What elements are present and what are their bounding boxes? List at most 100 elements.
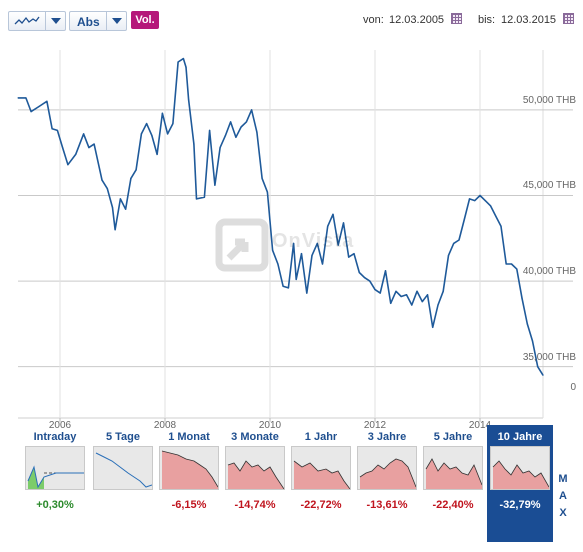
period-tab-10-jahre[interactable]: 10 Jahre -32,79% — [487, 425, 553, 542]
price-point — [17, 97, 19, 99]
chart-type-button[interactable] — [8, 11, 66, 31]
scale-dropdown[interactable] — [106, 12, 126, 30]
period-change: -14,74% — [234, 499, 276, 511]
price-point — [479, 194, 481, 197]
price-point — [135, 169, 137, 171]
price-point — [369, 280, 371, 282]
price-chart: OnVista 50,000 THB 45,000 THB 40,000 THB 35… — [0, 40, 583, 431]
period-label: 3 Jahre — [367, 431, 407, 443]
period-tab-1-monat[interactable]: 1 Monat -6,15% — [156, 425, 222, 539]
period-tab-5-jahre[interactable]: 5 Jahre -22,40% — [420, 425, 486, 539]
price-point — [442, 290, 444, 292]
price-point — [374, 289, 376, 291]
price-point — [300, 253, 303, 255]
to-label: bis: — [478, 14, 496, 26]
price-point — [167, 133, 169, 135]
price-point — [146, 123, 148, 125]
price-point — [67, 164, 69, 166]
price-point — [468, 198, 471, 200]
calendar-icon[interactable] — [563, 13, 574, 24]
price-point — [30, 111, 32, 113]
price-point — [416, 290, 418, 292]
y-tick-label: 0 — [570, 382, 576, 393]
x-tick-label: 2014 — [468, 420, 492, 431]
max-letter: A — [559, 490, 567, 502]
onvista-logo-icon — [215, 218, 269, 277]
price-point — [390, 302, 392, 304]
period-label: 3 Monate — [231, 431, 279, 443]
price-point — [505, 263, 507, 265]
period-change: -6,15% — [171, 499, 207, 511]
price-point — [293, 242, 295, 245]
price-point — [484, 200, 486, 202]
to-date[interactable]: 12.03.2015 — [501, 14, 557, 26]
price-point — [182, 57, 184, 60]
price-point — [474, 200, 476, 202]
price-point — [306, 292, 308, 294]
price-point — [46, 100, 48, 102]
price-point — [161, 112, 163, 114]
price-point — [185, 66, 187, 68]
price-point — [526, 323, 528, 325]
period-tab-1-jahr[interactable]: 1 Jahr -22,72% — [288, 425, 354, 539]
x-tick-label: 2012 — [363, 420, 387, 431]
price-point — [156, 153, 158, 156]
price-point — [421, 301, 423, 303]
volume-button[interactable]: Vol. — [131, 11, 159, 29]
price-point — [348, 256, 350, 258]
price-point — [195, 198, 198, 200]
price-point — [151, 134, 153, 137]
period-change: -22,72% — [300, 499, 342, 511]
price-point — [287, 287, 289, 289]
price-point — [25, 97, 27, 99]
price-point — [426, 294, 429, 296]
period-thumbnail — [291, 446, 351, 490]
calendar-icon[interactable] — [451, 13, 462, 24]
price-point — [379, 292, 381, 294]
chart-type-dropdown[interactable] — [45, 12, 65, 30]
price-point — [101, 179, 103, 181]
price-point — [332, 213, 334, 215]
price-point — [93, 143, 95, 145]
price-point — [327, 225, 329, 227]
price-point — [219, 146, 221, 149]
from-date[interactable]: 12.03.2005 — [389, 14, 445, 26]
period-tab-3-jahre[interactable]: 3 Jahre -13,61% — [354, 425, 420, 539]
period-selector: Intraday +0,30% 5 Tage 1 Monat -6,15% 3 Monat… — [0, 425, 583, 552]
price-point — [256, 131, 258, 133]
period-tab-5-tage[interactable]: 5 Tage — [90, 425, 156, 539]
period-label: 10 Jahre — [497, 431, 543, 443]
price-point — [62, 146, 64, 149]
price-point — [88, 146, 90, 149]
period-tab-3-monate[interactable]: 3 Monate -14,74% — [222, 425, 288, 539]
price-point — [51, 128, 53, 130]
price-point — [130, 177, 132, 179]
price-point — [342, 222, 345, 224]
price-point — [261, 177, 263, 179]
price-series-line — [18, 57, 544, 376]
scale-label: Abs — [77, 15, 100, 29]
price-point — [272, 249, 274, 251]
price-point — [106, 188, 108, 190]
price-point — [516, 268, 518, 270]
price-point — [437, 304, 439, 306]
price-point — [358, 271, 360, 274]
price-point — [316, 242, 318, 245]
price-point — [203, 196, 205, 198]
period-change: +0,30% — [36, 499, 74, 511]
price-point — [224, 134, 226, 137]
price-point — [531, 340, 534, 342]
price-point — [277, 263, 279, 265]
scale-button[interactable]: Abs — [69, 11, 127, 31]
price-point — [489, 205, 492, 207]
period-tab-intraday[interactable]: Intraday +0,30% — [22, 425, 88, 539]
price-point — [400, 295, 402, 298]
price-point — [177, 61, 179, 63]
price-point — [172, 123, 174, 125]
price-point — [230, 121, 232, 123]
max-period-button[interactable]: M A X — [553, 471, 573, 522]
price-point — [453, 242, 455, 245]
price-point — [119, 198, 121, 200]
price-point — [295, 278, 297, 280]
price-point — [214, 184, 216, 186]
